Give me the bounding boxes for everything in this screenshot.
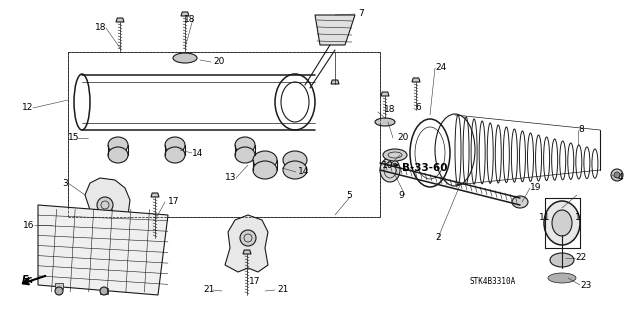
Ellipse shape <box>235 137 255 153</box>
Ellipse shape <box>283 151 307 169</box>
Text: 3: 3 <box>62 179 68 188</box>
Circle shape <box>614 172 620 178</box>
Text: 10: 10 <box>381 160 393 169</box>
Ellipse shape <box>253 161 277 179</box>
Ellipse shape <box>512 196 528 208</box>
Text: 20: 20 <box>397 133 408 143</box>
Text: 8: 8 <box>578 125 584 135</box>
Text: 19: 19 <box>530 183 541 192</box>
Text: 17: 17 <box>168 197 179 206</box>
Ellipse shape <box>544 201 580 245</box>
Text: 2: 2 <box>435 234 441 242</box>
Ellipse shape <box>235 147 255 163</box>
Text: 5: 5 <box>346 190 352 199</box>
Text: 17: 17 <box>249 278 260 286</box>
Polygon shape <box>38 205 168 295</box>
Text: 9: 9 <box>398 190 404 199</box>
Ellipse shape <box>253 151 277 169</box>
Circle shape <box>97 197 113 213</box>
Text: 18: 18 <box>184 14 195 24</box>
Bar <box>55 283 63 289</box>
Circle shape <box>611 169 623 181</box>
Ellipse shape <box>283 161 307 179</box>
Ellipse shape <box>552 210 572 236</box>
Ellipse shape <box>375 118 395 126</box>
Bar <box>68 52 380 217</box>
Text: 7: 7 <box>358 10 364 19</box>
Ellipse shape <box>380 158 400 182</box>
Text: 13: 13 <box>225 174 236 182</box>
Text: 4: 4 <box>618 174 623 182</box>
Text: 18: 18 <box>95 24 106 33</box>
Circle shape <box>240 230 256 246</box>
Text: 11: 11 <box>538 213 550 222</box>
Text: 23: 23 <box>580 280 591 290</box>
Text: 15: 15 <box>67 133 79 143</box>
Polygon shape <box>116 18 124 22</box>
Polygon shape <box>315 15 355 45</box>
Polygon shape <box>151 193 159 197</box>
Text: 16: 16 <box>22 220 34 229</box>
Bar <box>100 288 108 294</box>
Polygon shape <box>381 92 389 96</box>
Ellipse shape <box>108 137 128 153</box>
Text: STK4B3310A: STK4B3310A <box>470 278 516 286</box>
Text: Fr.: Fr. <box>22 275 35 285</box>
Text: 21: 21 <box>277 286 289 294</box>
Text: 20: 20 <box>213 57 225 66</box>
Text: 21: 21 <box>204 286 215 294</box>
Text: 22: 22 <box>575 254 586 263</box>
Text: 1: 1 <box>575 213 580 222</box>
Polygon shape <box>331 80 339 84</box>
Text: 12: 12 <box>22 103 33 113</box>
Polygon shape <box>243 250 251 254</box>
Text: 24: 24 <box>435 63 446 72</box>
Circle shape <box>55 287 63 295</box>
Ellipse shape <box>165 147 185 163</box>
Polygon shape <box>85 178 135 235</box>
Ellipse shape <box>548 273 576 283</box>
Polygon shape <box>181 12 189 16</box>
Ellipse shape <box>173 53 197 63</box>
Text: B-33-60: B-33-60 <box>402 163 447 173</box>
Ellipse shape <box>108 147 128 163</box>
Ellipse shape <box>550 253 574 267</box>
Polygon shape <box>225 215 268 272</box>
Polygon shape <box>412 78 420 82</box>
Circle shape <box>100 287 108 295</box>
Text: 18: 18 <box>384 106 396 115</box>
Text: 6: 6 <box>415 103 420 113</box>
Ellipse shape <box>383 149 407 161</box>
Text: 14: 14 <box>298 167 309 176</box>
Ellipse shape <box>165 137 185 153</box>
Text: 14: 14 <box>192 149 204 158</box>
